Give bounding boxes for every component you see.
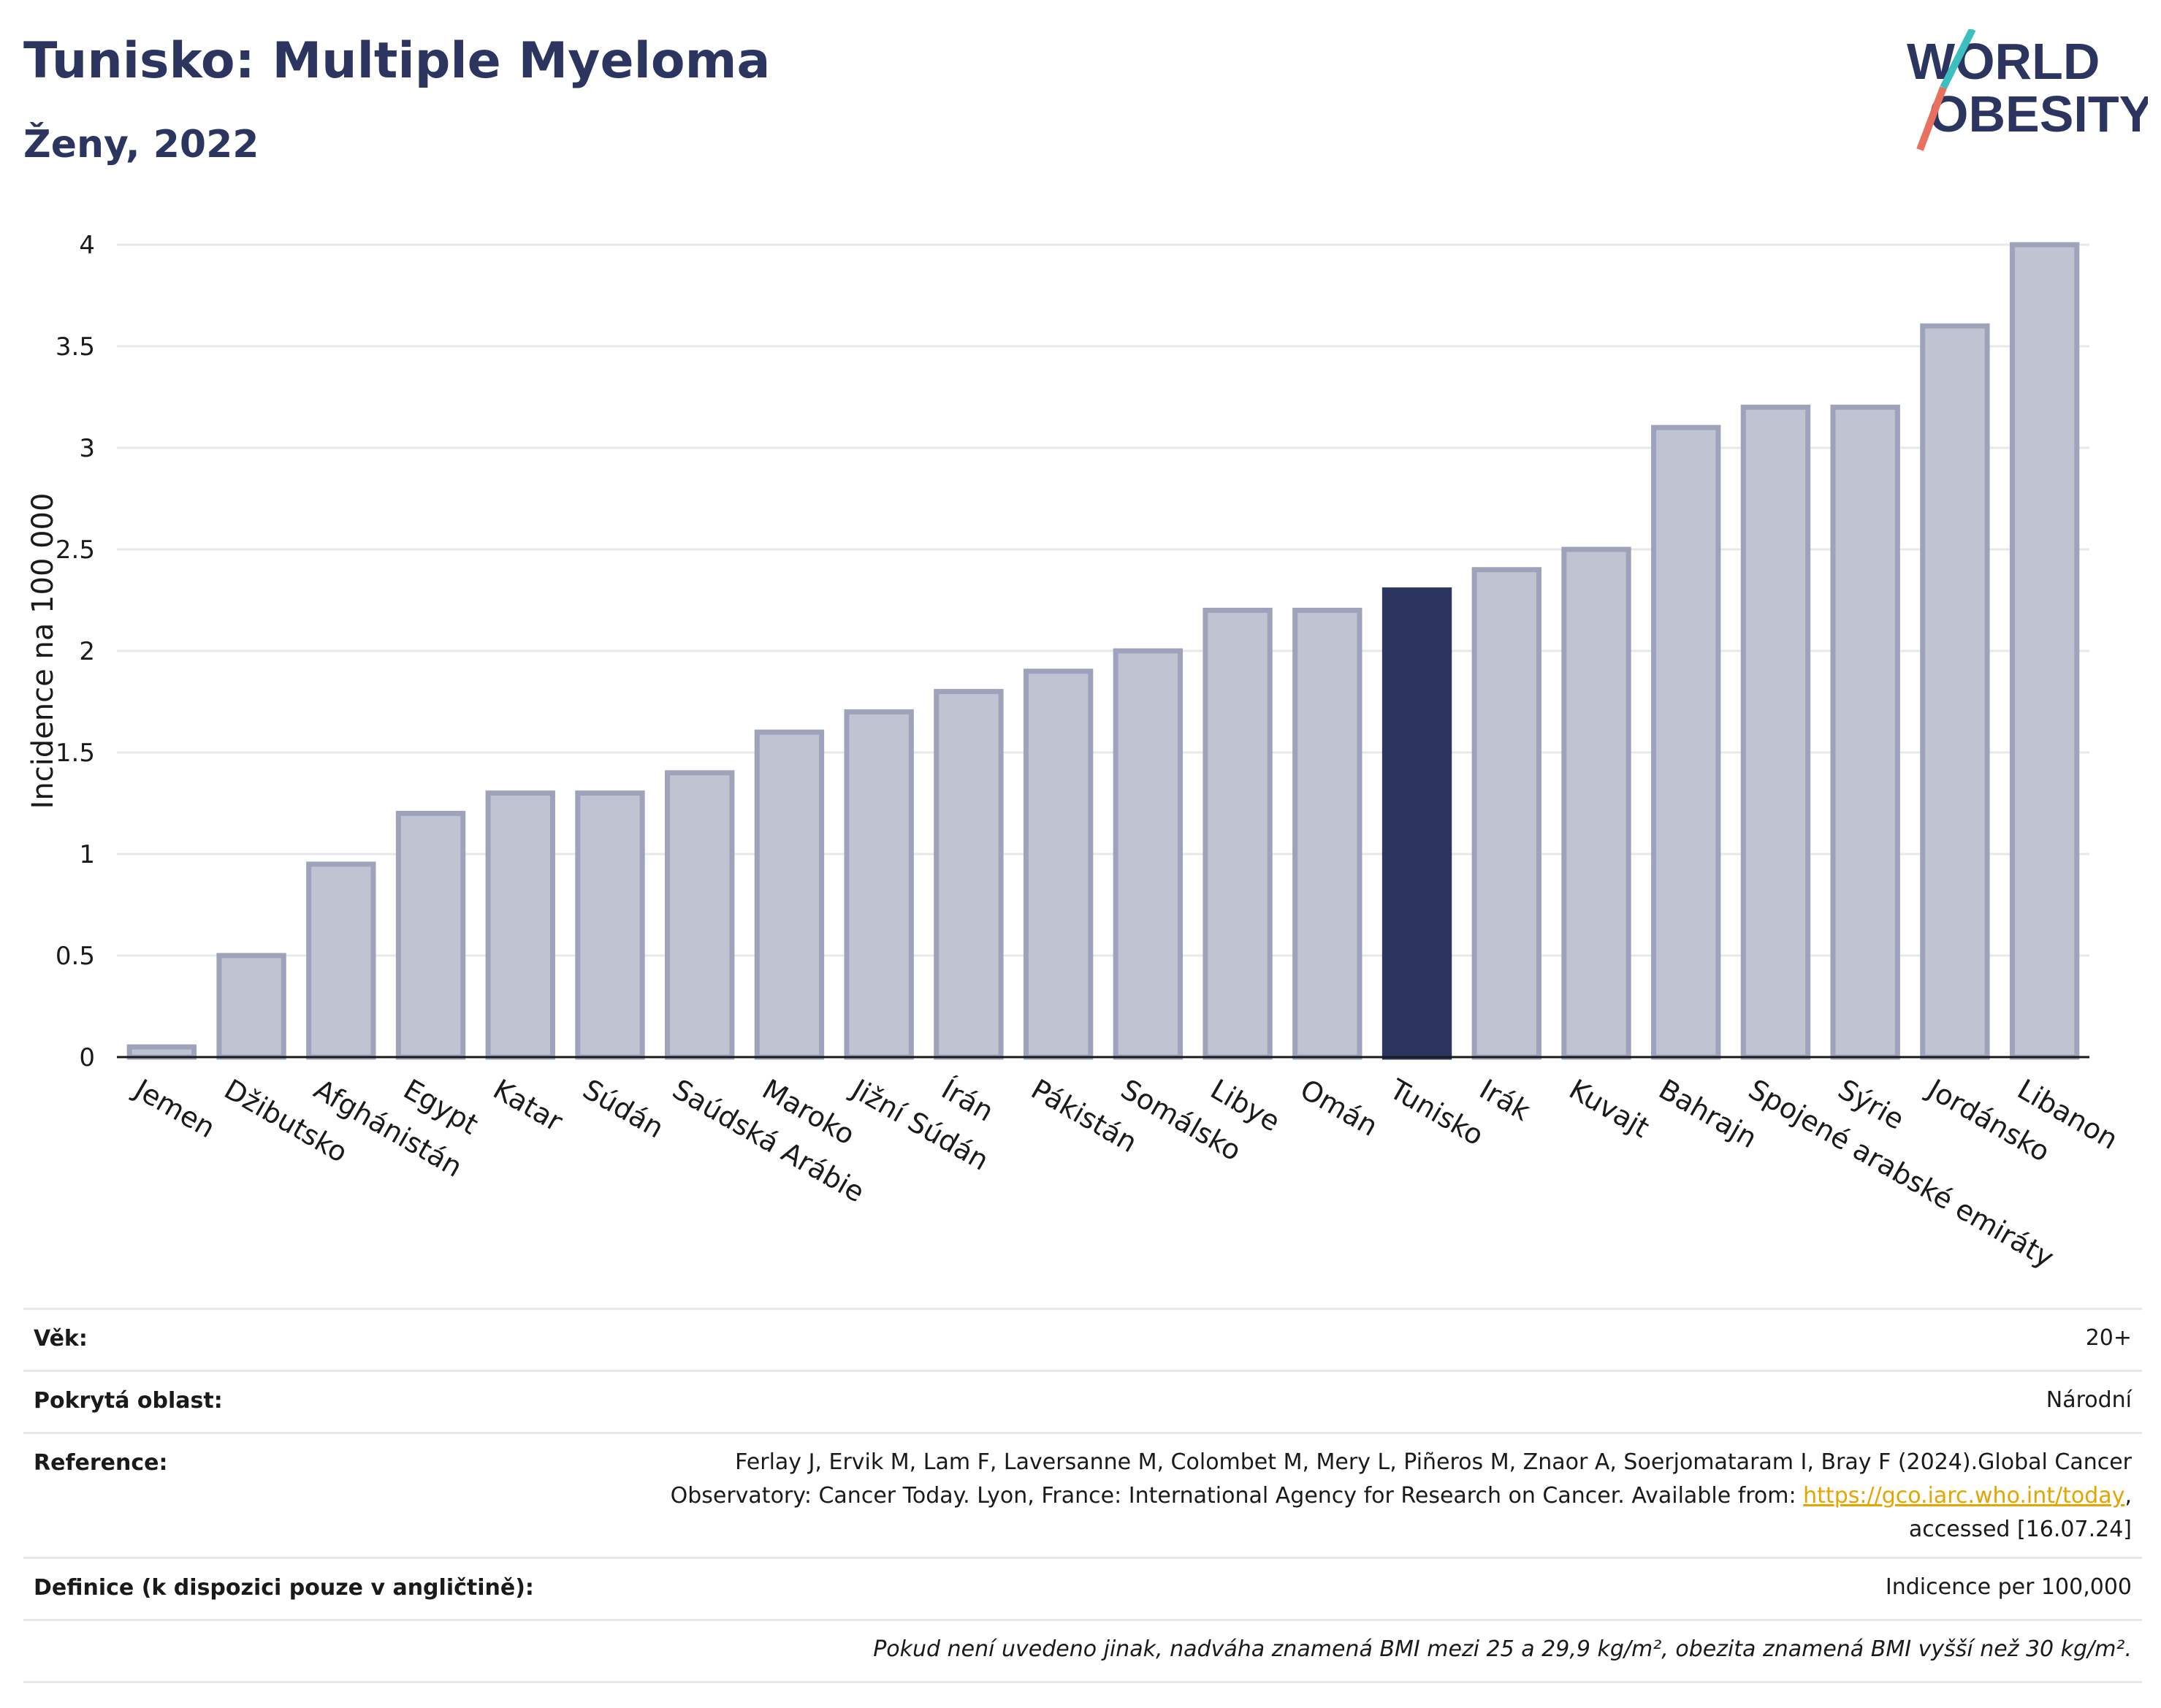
- x-tick-label: Kuvajt: [1564, 1073, 1655, 1144]
- meta-key: Definice (k dispozici pouze v angličtině…: [34, 1575, 534, 1601]
- y-tick-label: 0: [79, 1043, 95, 1072]
- meta-value: 20+: [2085, 1325, 2132, 1351]
- bar-Súdán: [575, 790, 645, 1060]
- page-subtitle: Ženy, 2022: [23, 123, 259, 167]
- x-tick-label: Irák: [1474, 1073, 1536, 1127]
- y-axis-label: Incidence na 100 000: [26, 493, 60, 809]
- y-tick-label: 4: [79, 231, 95, 260]
- bar-Kuvajt: [1561, 546, 1631, 1060]
- bar-Pákistán: [1023, 668, 1094, 1060]
- meta-note: Pokud není uvedeno jinak, nadváha znamen…: [873, 1636, 2132, 1662]
- meta-row-age: Věk: 20+: [23, 1308, 2142, 1370]
- meta-row-definition: Definice (k dispozici pouze v angličtině…: [23, 1557, 2142, 1619]
- bar-Libye: [1203, 607, 1273, 1060]
- meta-key: Reference:: [34, 1450, 168, 1476]
- meta-row-reference: Reference: Ferlay J, Ervik M, Lam F, Lav…: [23, 1432, 2142, 1557]
- y-tick-label: 1: [79, 840, 95, 869]
- y-tick-label: 3: [79, 434, 95, 463]
- logo-slash-teal: [1940, 29, 1976, 90]
- bar-Írán: [934, 689, 1004, 1060]
- meta-key: Pokrytá oblast:: [34, 1388, 223, 1414]
- bar-Omán: [1292, 607, 1362, 1060]
- x-tick-label: Omán: [1295, 1073, 1383, 1143]
- meta-row-note: Pokud není uvedeno jinak, nadváha znamen…: [23, 1619, 2142, 1683]
- reference-line2: Observatory: Cancer Today. Lyon, France:…: [670, 1483, 1804, 1509]
- bars: [126, 242, 2080, 1060]
- bar-Egypt: [395, 810, 466, 1060]
- x-tick-label: Bahrajn: [1653, 1073, 1762, 1155]
- bar-Sýrie: [1830, 404, 1900, 1060]
- logo-line2: OBESITY: [1929, 85, 2148, 142]
- logo-slash-coral: [1916, 86, 1947, 151]
- x-tick-label: Írán: [936, 1073, 999, 1128]
- page-title: Tunisko: Multiple Myeloma: [23, 32, 771, 90]
- bar-Tunisko: [1381, 587, 1452, 1060]
- bar-Jordánsko: [1920, 323, 1990, 1060]
- reference-link[interactable]: https://gco.iarc.who.int/today: [1803, 1483, 2125, 1509]
- reference-line1: Ferlay J, Ervik M, Lam F, Laversanne M, …: [735, 1449, 2132, 1475]
- y-tick-label: 1.5: [56, 739, 95, 768]
- x-tick-label: Jemen: [128, 1072, 221, 1145]
- logo-line1: WORLD: [1907, 33, 2100, 90]
- bar-Irák: [1471, 567, 1541, 1060]
- x-tick-label: Tunisko: [1384, 1072, 1489, 1152]
- y-tick-labels: 0 0.5 1 1.5 2 2.5 3 3.5 4: [56, 231, 95, 1072]
- meta-value: Národní: [2046, 1387, 2132, 1413]
- meta-value: Indicence per 100,000: [1885, 1574, 2132, 1600]
- y-tick-label: 3.5: [56, 332, 95, 362]
- reference-line3: accessed [16.07.24]: [1908, 1517, 2132, 1542]
- bar-Libanon: [2009, 242, 2080, 1060]
- bar-Džibutsko: [216, 953, 286, 1060]
- metadata-table: Věk: 20+ Pokrytá oblast: Národní Referen…: [23, 1308, 2142, 1683]
- bar-Jemen: [126, 1044, 197, 1060]
- y-tick-label: 0.5: [56, 942, 95, 971]
- bar-Maroko: [754, 729, 825, 1060]
- bar-Somálsko: [1113, 648, 1184, 1060]
- bar-Afghánistán: [306, 861, 376, 1060]
- x-tick-label: Katar: [488, 1073, 568, 1138]
- x-tick-label: Súdán: [578, 1073, 670, 1145]
- bar-Spojené arabské emiráty: [1740, 404, 1811, 1060]
- bar-Jižní Súdán: [844, 709, 914, 1060]
- bar-chart: 0 0.5 1 1.5 2 2.5 3 3.5 4 JemenDžibutskoAfghánis…: [26, 231, 2124, 1274]
- meta-row-coverage: Pokrytá oblast: Národní: [23, 1370, 2142, 1432]
- bar-Bahrajn: [1651, 424, 1721, 1060]
- meta-key: Věk:: [34, 1326, 88, 1351]
- reference-line2-end: ,: [2124, 1483, 2132, 1509]
- y-tick-label: 2.5: [56, 535, 95, 565]
- meta-value: Ferlay J, Ervik M, Lam F, Laversanne M, …: [671, 1446, 2132, 1547]
- y-tick-label: 2: [79, 637, 95, 666]
- bar-Saúdská Arábie: [665, 770, 735, 1060]
- world-obesity-logo: WORLD OBESITY: [1907, 29, 2148, 151]
- bar-Katar: [485, 790, 555, 1060]
